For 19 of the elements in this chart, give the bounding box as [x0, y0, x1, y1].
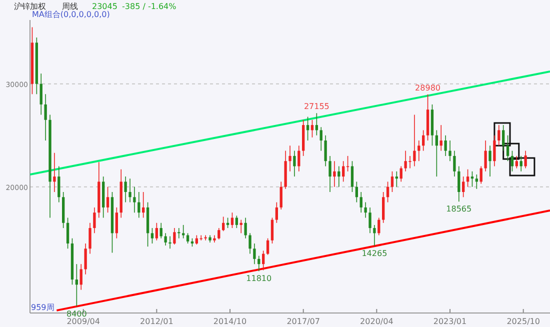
- annotation: 11810: [246, 274, 272, 284]
- x-tick-label: 2014/10: [213, 317, 247, 326]
- chart-title: 沪锌加权: [14, 2, 46, 11]
- annotation: 8400: [66, 309, 87, 318]
- x-tick-label: 2023/01: [433, 317, 467, 326]
- annotation: 14265: [362, 248, 388, 258]
- text: MA组合(0,0,0,0,0,0): [32, 10, 110, 19]
- annotation: 27155: [304, 102, 330, 112]
- text: -385 / -1.64%: [122, 2, 177, 11]
- x-tick-label: 2012/01: [140, 317, 174, 326]
- x-tick-label: 2009/04: [66, 317, 100, 326]
- x-tick-label: 2020/04: [360, 317, 394, 326]
- x-tick-label: 2017/07: [286, 317, 320, 326]
- x-tick-label: 2025/10: [506, 317, 540, 326]
- annotation: 959周: [31, 303, 54, 312]
- text: 23045: [92, 2, 118, 11]
- annotation: 28980: [415, 83, 441, 92]
- chart-subtitle: 周线: [62, 2, 78, 11]
- annotation: 18565: [446, 204, 472, 214]
